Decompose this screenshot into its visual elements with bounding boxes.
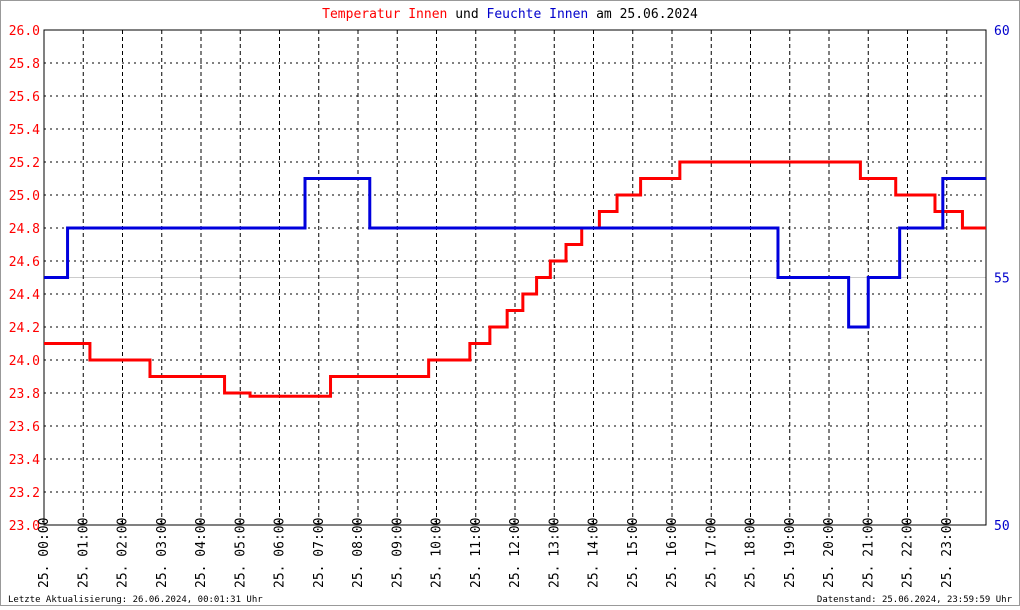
x-tick-label: 25. 10:00 [430, 518, 445, 588]
y2-tick-label: 50 [994, 519, 1010, 534]
title-part: und [455, 7, 478, 22]
x-tick-label: 25. 01:00 [76, 518, 91, 588]
y-tick-label: 24.6 [9, 255, 40, 270]
x-tick-label: 25. 02:00 [116, 518, 131, 588]
x-tick-label: 25. 13:00 [547, 518, 562, 588]
x-tick-label: 25. 19:00 [783, 518, 798, 588]
x-tick-label: 25. 14:00 [587, 518, 602, 588]
x-tick-label: 25. 06:00 [273, 518, 288, 588]
y-tick-label: 25.6 [9, 90, 40, 105]
x-tick-label: 25. 17:00 [704, 518, 719, 588]
title-part: Temperatur Innen [322, 7, 447, 22]
y-tick-label: 23.8 [9, 387, 40, 402]
series-line [44, 177, 986, 329]
x-tick-label: 25. 21:00 [861, 518, 876, 588]
y-tick-label: 23.4 [9, 453, 40, 468]
footer-left: Letzte Aktualisierung: 26.06.2024, 00:01… [8, 595, 263, 605]
footer-right: Datenstand: 25.06.2024, 23:59:59 Uhr [817, 595, 1013, 605]
x-tick-label: 25. 11:00 [469, 518, 484, 588]
y2-tick-label: 55 [994, 272, 1010, 287]
x-tick-label: 25. 00:00 [37, 518, 52, 588]
x-tick-label: 25. 15:00 [626, 518, 641, 588]
x-tick-label: 25. 16:00 [665, 518, 680, 588]
x-tick-label: 25. 07:00 [312, 518, 327, 588]
y-tick-label: 23.2 [9, 486, 40, 501]
y-tick-label: 25.0 [9, 189, 40, 204]
x-tick-label: 25. 22:00 [901, 518, 916, 588]
x-tick-label: 25. 04:00 [194, 518, 209, 588]
x-tick-label: 25. 12:00 [508, 518, 523, 588]
y-tick-label: 23.0 [9, 519, 40, 534]
x-tick-label: 25. 23:00 [940, 518, 955, 588]
y-tick-label: 24.4 [9, 288, 40, 303]
series-line [44, 160, 986, 398]
y-tick-label: 24.2 [9, 321, 40, 336]
x-tick-label: 25. 08:00 [351, 518, 366, 588]
x-tick-label: 25. 18:00 [744, 518, 759, 588]
x-tick-label: 25. 03:00 [155, 518, 170, 588]
chart-title: Temperatur Innen und Feuchte Innen am 25… [322, 7, 698, 22]
x-tick-label: 25. 20:00 [822, 518, 837, 588]
y-tick-label: 24.0 [9, 354, 40, 369]
y-tick-label: 23.6 [9, 420, 40, 435]
x-tick-label: 25. 09:00 [390, 518, 405, 588]
y-tick-label: 24.8 [9, 222, 40, 237]
x-tick-label: 25. 05:00 [233, 518, 248, 588]
y-tick-label: 26.0 [9, 24, 40, 39]
y2-tick-label: 60 [994, 24, 1010, 39]
title-part: am 25.06.2024 [596, 7, 698, 22]
y-tick-label: 25.8 [9, 57, 40, 72]
title-part: Feuchte Innen [487, 7, 589, 22]
y-tick-label: 25.2 [9, 156, 40, 171]
y-tick-label: 25.4 [9, 123, 40, 138]
